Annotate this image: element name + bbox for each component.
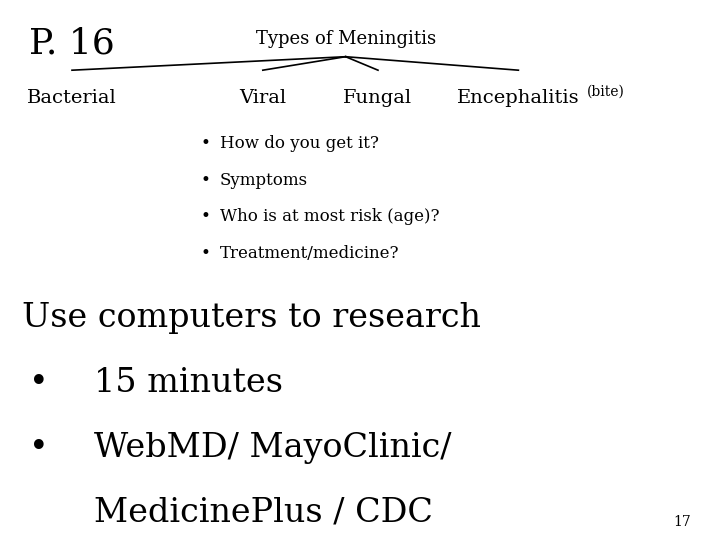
Text: •: • <box>29 432 48 464</box>
Text: •: • <box>200 245 210 262</box>
Text: Use computers to research: Use computers to research <box>22 302 480 334</box>
Text: (bite): (bite) <box>587 85 625 99</box>
Text: Fungal: Fungal <box>343 89 413 107</box>
Text: Bacterial: Bacterial <box>27 89 117 107</box>
Text: •: • <box>200 135 210 152</box>
Text: Symptoms: Symptoms <box>220 172 307 188</box>
Text: Treatment/medicine?: Treatment/medicine? <box>220 245 399 262</box>
Text: P. 16: P. 16 <box>29 27 114 61</box>
Text: Viral: Viral <box>239 89 287 107</box>
Text: MedicinePlus / CDC: MedicinePlus / CDC <box>94 497 433 529</box>
Text: •: • <box>200 208 210 225</box>
Text: Who is at most risk (age)?: Who is at most risk (age)? <box>220 208 439 225</box>
Text: 17: 17 <box>673 515 691 529</box>
Text: •: • <box>29 367 48 399</box>
Text: How do you get it?: How do you get it? <box>220 135 379 152</box>
Text: •: • <box>200 172 210 188</box>
Text: WebMD/ MayoClinic/: WebMD/ MayoClinic/ <box>94 432 451 464</box>
Text: 15 minutes: 15 minutes <box>94 367 283 399</box>
Text: Types of Meningitis: Types of Meningitis <box>256 30 436 48</box>
Text: Encephalitis: Encephalitis <box>457 89 580 107</box>
